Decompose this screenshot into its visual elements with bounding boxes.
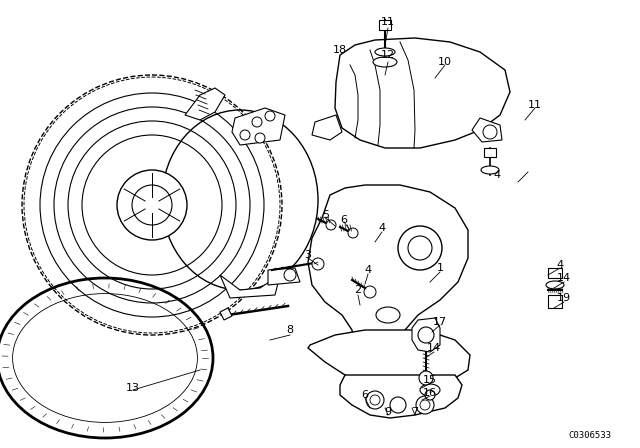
Text: 10: 10	[438, 57, 452, 67]
Circle shape	[252, 117, 262, 127]
Text: 15: 15	[423, 375, 437, 385]
Circle shape	[425, 390, 435, 400]
Text: 17: 17	[433, 317, 447, 327]
Text: C0306533: C0306533	[568, 431, 611, 439]
Circle shape	[312, 258, 324, 270]
Text: 19: 19	[557, 293, 571, 303]
Text: 3: 3	[305, 250, 312, 260]
Text: 14: 14	[557, 273, 571, 283]
Polygon shape	[312, 115, 342, 140]
Ellipse shape	[13, 294, 197, 422]
Polygon shape	[379, 20, 391, 30]
Circle shape	[117, 170, 187, 240]
Text: 11: 11	[381, 17, 395, 27]
Circle shape	[348, 228, 358, 238]
Ellipse shape	[376, 307, 400, 323]
Polygon shape	[232, 108, 285, 145]
Text: 1: 1	[436, 263, 444, 273]
Polygon shape	[548, 268, 562, 278]
Circle shape	[265, 111, 275, 121]
Circle shape	[326, 220, 336, 230]
Polygon shape	[220, 275, 280, 298]
Circle shape	[240, 130, 250, 140]
Text: 16: 16	[423, 388, 437, 398]
Text: 11: 11	[528, 100, 542, 110]
Circle shape	[398, 226, 442, 270]
Ellipse shape	[546, 281, 564, 289]
Circle shape	[366, 391, 384, 409]
Polygon shape	[308, 330, 470, 382]
Circle shape	[408, 236, 432, 260]
Circle shape	[420, 400, 430, 410]
Polygon shape	[220, 308, 232, 320]
Ellipse shape	[162, 110, 318, 290]
Ellipse shape	[420, 384, 440, 396]
Circle shape	[284, 269, 296, 281]
Text: 4: 4	[493, 170, 500, 180]
Text: 4: 4	[378, 223, 385, 233]
Ellipse shape	[481, 166, 499, 174]
Text: 4: 4	[556, 260, 564, 270]
Circle shape	[483, 125, 497, 139]
Text: 5: 5	[323, 210, 330, 220]
Text: 14: 14	[427, 343, 441, 353]
Text: 7: 7	[412, 407, 419, 417]
Text: 4: 4	[364, 265, 372, 275]
Text: 13: 13	[126, 383, 140, 393]
Ellipse shape	[375, 48, 395, 56]
Polygon shape	[340, 375, 462, 418]
Polygon shape	[472, 118, 502, 142]
Circle shape	[364, 286, 376, 298]
Polygon shape	[412, 318, 440, 352]
Circle shape	[390, 397, 406, 413]
Text: 2: 2	[355, 285, 362, 295]
Polygon shape	[268, 268, 300, 285]
Circle shape	[418, 327, 434, 343]
Circle shape	[419, 371, 433, 385]
Circle shape	[370, 395, 380, 405]
Circle shape	[255, 133, 265, 143]
Polygon shape	[308, 185, 468, 392]
Polygon shape	[548, 295, 562, 308]
Polygon shape	[185, 88, 225, 120]
Text: 6: 6	[340, 215, 348, 225]
Polygon shape	[335, 38, 510, 148]
Text: 18: 18	[333, 45, 347, 55]
Text: 12: 12	[381, 50, 395, 60]
Circle shape	[132, 185, 172, 225]
Text: 6: 6	[362, 390, 369, 400]
Circle shape	[416, 396, 434, 414]
Text: 9: 9	[385, 407, 392, 417]
Polygon shape	[484, 148, 496, 157]
Text: 8: 8	[287, 325, 294, 335]
Ellipse shape	[373, 57, 397, 67]
